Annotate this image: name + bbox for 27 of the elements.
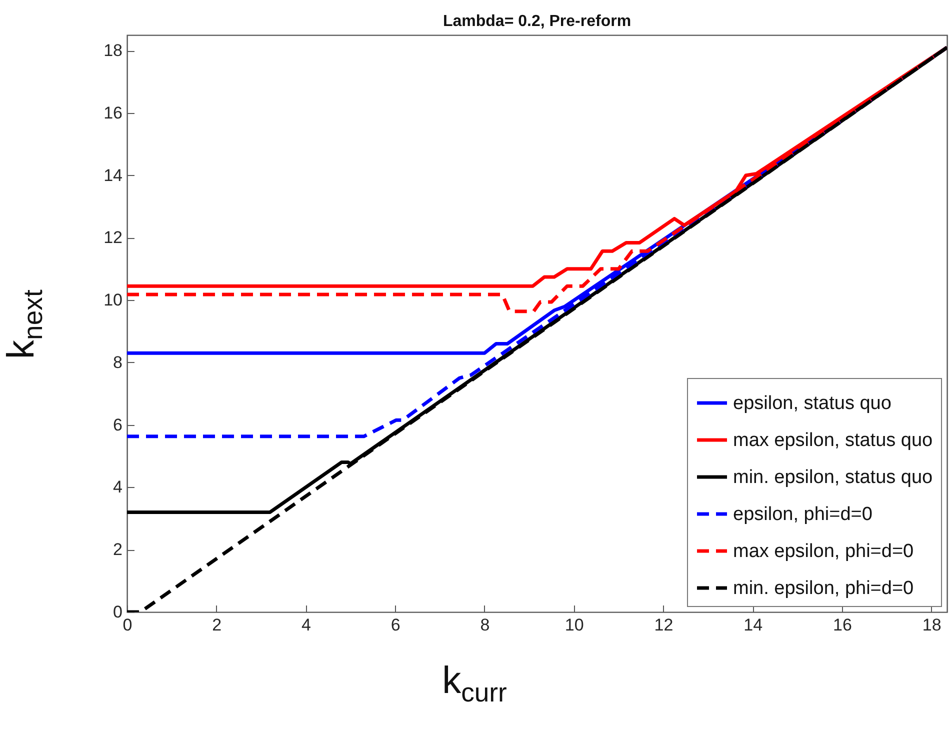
y-tick-label: 14 [104, 166, 122, 185]
x-tick-label: 8 [480, 616, 490, 634]
y-tick-label: 2 [113, 540, 122, 560]
legend-label: min. epsilon, phi=d=0 [733, 578, 914, 599]
x-tick-label: 18 [922, 616, 942, 634]
y-tick-label: 6 [113, 415, 122, 434]
x-tick-label: 16 [833, 616, 852, 634]
legend-label: epsilon, status quo [733, 393, 892, 414]
x-tick-label: 6 [390, 616, 400, 634]
y-tick-label: 0 [113, 602, 122, 622]
legend-label: min. epsilon, status quo [733, 467, 933, 488]
legend-label: max epsilon, status quo [733, 430, 933, 451]
x-tick-label: 14 [744, 616, 763, 634]
x-tick-label: 10 [564, 616, 584, 634]
x-tick-label: 2 [212, 616, 222, 634]
x-axis-title: k$_{curr}$ [441, 660, 508, 709]
y-tick-label: 10 [104, 290, 122, 310]
chart-title: Lambda= 0.2, Pre-reform [442, 13, 632, 30]
y-tick-label: 4 [113, 478, 122, 497]
legend-label: epsilon, phi=d=0 [733, 504, 872, 525]
y-tick-label: 18 [104, 41, 122, 60]
y-tick-label: 12 [104, 228, 122, 248]
x-tick-label: 12 [654, 616, 674, 634]
legend-label: max epsilon, phi=d=0 [733, 541, 914, 562]
x-tick-label: 4 [302, 616, 311, 634]
y-tick-label: 8 [113, 352, 122, 372]
y-tick-label: 16 [104, 103, 122, 122]
